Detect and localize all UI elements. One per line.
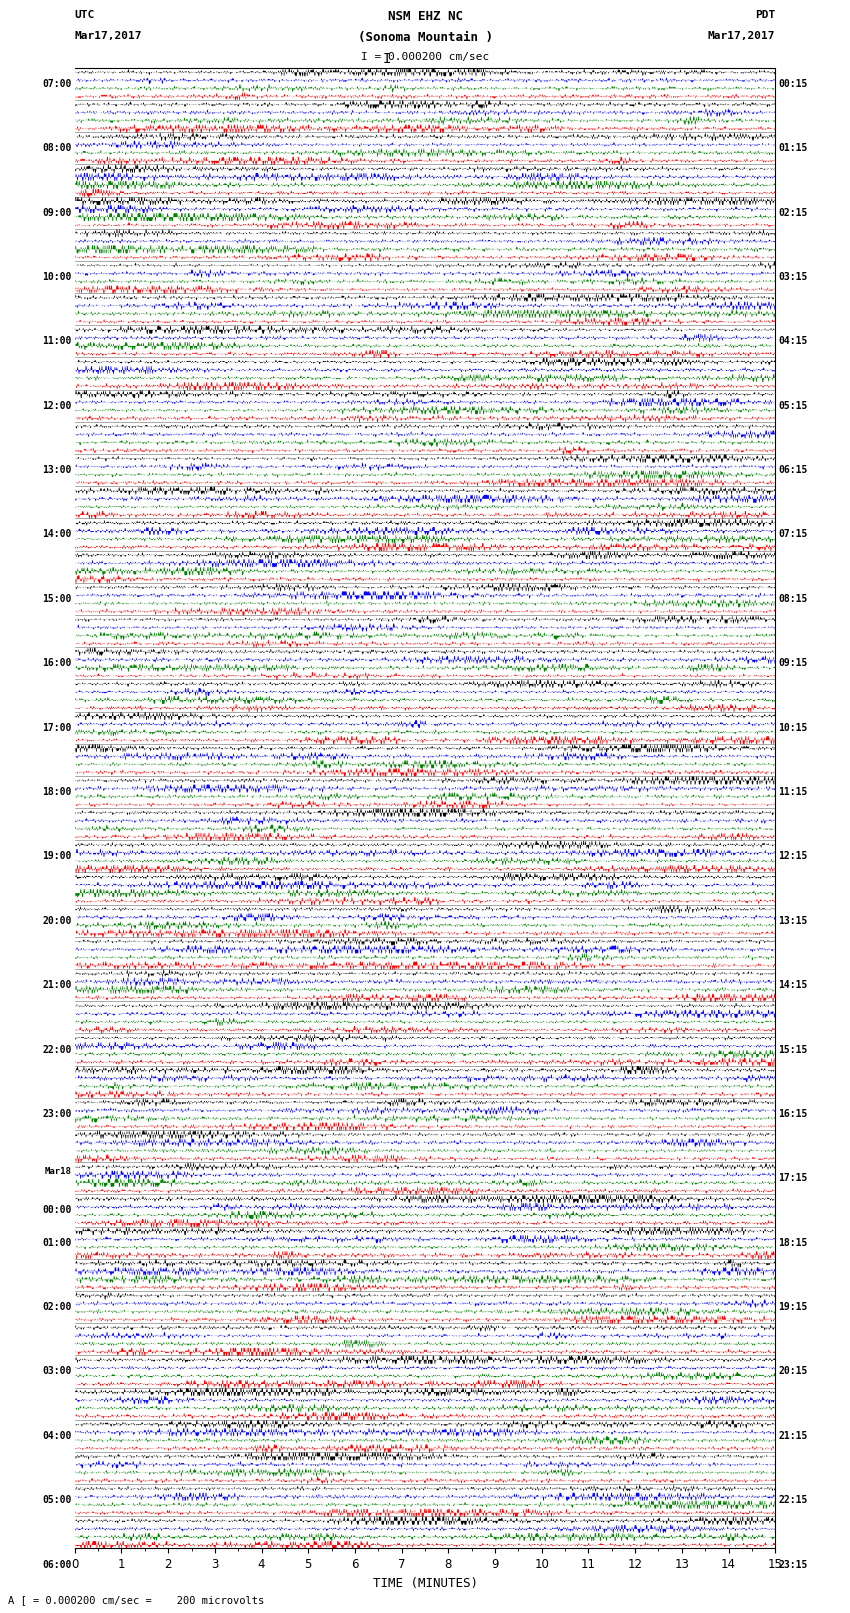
Text: 19:15: 19:15: [779, 1302, 808, 1311]
Text: 06:15: 06:15: [779, 465, 808, 476]
Text: 13:00: 13:00: [42, 465, 71, 476]
Text: Mar18: Mar18: [44, 1168, 71, 1176]
Text: Mar17,2017: Mar17,2017: [708, 31, 775, 40]
Text: 23:00: 23:00: [42, 1108, 71, 1119]
Text: 21:00: 21:00: [42, 981, 71, 990]
Text: 14:00: 14:00: [42, 529, 71, 539]
Text: 09:00: 09:00: [42, 208, 71, 218]
Text: 10:15: 10:15: [779, 723, 808, 732]
Text: 05:15: 05:15: [779, 400, 808, 411]
Text: 20:00: 20:00: [42, 916, 71, 926]
Text: 12:15: 12:15: [779, 852, 808, 861]
Text: 14:15: 14:15: [779, 981, 808, 990]
Text: I: I: [382, 52, 391, 66]
Text: 02:00: 02:00: [42, 1302, 71, 1311]
Text: 15:00: 15:00: [42, 594, 71, 603]
Text: Mar17,2017: Mar17,2017: [75, 31, 142, 40]
Text: 17:15: 17:15: [779, 1173, 808, 1184]
Text: 16:00: 16:00: [42, 658, 71, 668]
Text: 10:00: 10:00: [42, 273, 71, 282]
Text: 11:15: 11:15: [779, 787, 808, 797]
Text: 02:15: 02:15: [779, 208, 808, 218]
Text: (Sonoma Mountain ): (Sonoma Mountain ): [358, 31, 492, 44]
Text: 18:15: 18:15: [779, 1237, 808, 1248]
Text: 21:15: 21:15: [779, 1431, 808, 1440]
Text: 07:00: 07:00: [42, 79, 71, 89]
Text: 03:00: 03:00: [42, 1366, 71, 1376]
Text: 19:00: 19:00: [42, 852, 71, 861]
Text: 09:15: 09:15: [779, 658, 808, 668]
Text: 20:15: 20:15: [779, 1366, 808, 1376]
Text: 18:00: 18:00: [42, 787, 71, 797]
Text: 08:15: 08:15: [779, 594, 808, 603]
Text: PDT: PDT: [755, 10, 775, 19]
Text: 22:15: 22:15: [779, 1495, 808, 1505]
Text: 22:00: 22:00: [42, 1045, 71, 1055]
Text: A [ = 0.000200 cm/sec =    200 microvolts: A [ = 0.000200 cm/sec = 200 microvolts: [8, 1595, 264, 1605]
Text: 08:00: 08:00: [42, 144, 71, 153]
Text: 04:15: 04:15: [779, 337, 808, 347]
Text: 01:15: 01:15: [779, 144, 808, 153]
Text: 03:15: 03:15: [779, 273, 808, 282]
Text: 11:00: 11:00: [42, 337, 71, 347]
Text: 01:00: 01:00: [42, 1237, 71, 1248]
Text: UTC: UTC: [75, 10, 95, 19]
Text: 04:00: 04:00: [42, 1431, 71, 1440]
Text: NSM EHZ NC: NSM EHZ NC: [388, 10, 462, 23]
Text: 15:15: 15:15: [779, 1045, 808, 1055]
Text: 05:00: 05:00: [42, 1495, 71, 1505]
Text: 00:15: 00:15: [779, 79, 808, 89]
Text: I = 0.000200 cm/sec: I = 0.000200 cm/sec: [361, 52, 489, 61]
Text: 06:00: 06:00: [42, 1560, 71, 1569]
Text: 23:15: 23:15: [779, 1560, 808, 1569]
Text: 07:15: 07:15: [779, 529, 808, 539]
Text: 12:00: 12:00: [42, 400, 71, 411]
Text: 13:15: 13:15: [779, 916, 808, 926]
Text: 00:00: 00:00: [42, 1205, 71, 1216]
Text: 16:15: 16:15: [779, 1108, 808, 1119]
X-axis label: TIME (MINUTES): TIME (MINUTES): [372, 1578, 478, 1590]
Text: 17:00: 17:00: [42, 723, 71, 732]
